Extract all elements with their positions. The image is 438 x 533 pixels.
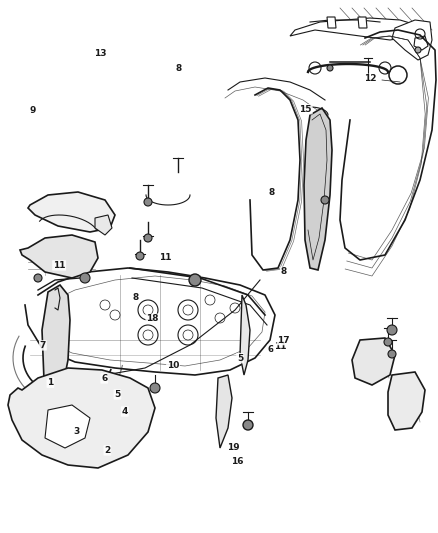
Polygon shape <box>240 295 250 375</box>
Text: 10: 10 <box>167 361 179 370</box>
Text: 11: 11 <box>274 342 286 351</box>
Text: 2: 2 <box>104 446 110 455</box>
Circle shape <box>34 274 42 282</box>
Text: 1: 1 <box>47 378 53 387</box>
Polygon shape <box>95 215 112 235</box>
Polygon shape <box>42 285 70 408</box>
Polygon shape <box>290 18 420 40</box>
Text: 9: 9 <box>30 107 36 115</box>
Circle shape <box>150 383 160 393</box>
Text: 7: 7 <box>40 341 46 350</box>
Text: 15: 15 <box>300 105 312 114</box>
Polygon shape <box>414 36 428 50</box>
Circle shape <box>136 252 144 260</box>
Circle shape <box>243 420 253 430</box>
Text: 19: 19 <box>227 443 239 452</box>
Polygon shape <box>327 17 336 28</box>
Polygon shape <box>352 338 395 385</box>
Polygon shape <box>216 375 232 448</box>
Text: 18: 18 <box>146 314 159 323</box>
Text: 8: 8 <box>133 293 139 302</box>
Polygon shape <box>45 405 90 448</box>
Polygon shape <box>304 108 332 270</box>
Polygon shape <box>392 20 432 60</box>
Text: 3: 3 <box>74 427 80 436</box>
Text: 8: 8 <box>268 189 275 197</box>
Circle shape <box>144 234 152 242</box>
Text: 8: 8 <box>176 64 182 72</box>
Text: 4: 4 <box>122 407 128 416</box>
Circle shape <box>415 47 421 53</box>
Circle shape <box>189 274 201 286</box>
Text: 5: 5 <box>114 390 120 399</box>
Circle shape <box>327 65 333 71</box>
Text: 8: 8 <box>281 268 287 276</box>
Text: 12: 12 <box>364 75 376 83</box>
Polygon shape <box>388 372 425 430</box>
Polygon shape <box>358 17 367 28</box>
Text: 17: 17 <box>278 336 290 344</box>
Circle shape <box>388 350 396 358</box>
Text: 13: 13 <box>94 49 106 58</box>
Text: 11: 11 <box>159 254 172 262</box>
Text: 5: 5 <box>237 354 243 362</box>
Text: 11: 11 <box>53 261 65 270</box>
Circle shape <box>387 325 397 335</box>
Polygon shape <box>28 192 115 232</box>
Polygon shape <box>8 368 155 468</box>
Circle shape <box>384 338 392 346</box>
Circle shape <box>80 273 90 283</box>
Text: 6: 6 <box>101 374 107 383</box>
Circle shape <box>321 196 329 204</box>
Text: 6: 6 <box>268 345 274 354</box>
Polygon shape <box>20 235 98 278</box>
Circle shape <box>144 198 152 206</box>
Text: 16: 16 <box>231 457 244 465</box>
